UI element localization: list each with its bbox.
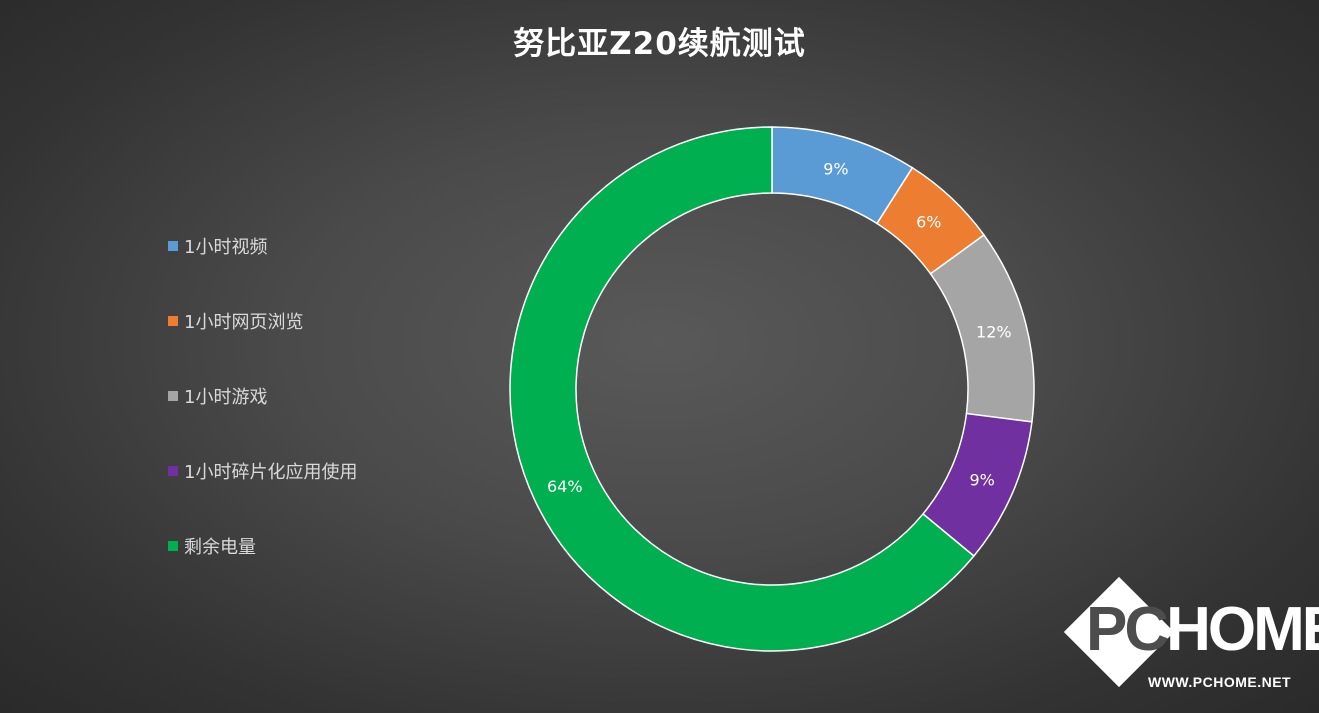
legend-label-remaining-battery: 剩余电量 <box>184 537 256 558</box>
legend-item-remaining-battery: 剩余电量 <box>168 533 256 559</box>
data-label-video: 9% <box>823 160 848 179</box>
watermark-url: WWW.PCHOME.NET <box>1148 674 1292 690</box>
legend-item-web-browsing: 1小时网页浏览 <box>168 308 303 334</box>
watermark-logo: PCHOME <box>1086 599 1319 661</box>
pchome-watermark: PCHOME WWW.PCHOME.NET <box>1062 576 1319 695</box>
legend-label-gaming: 1小时游戏 <box>184 387 268 408</box>
watermark-logo-pc: PC <box>1086 595 1169 664</box>
chart-title: 努比亚Z20续航测试 <box>513 26 806 62</box>
legend-item-fragmented-apps: 1小时碎片化应用使用 <box>168 458 357 484</box>
legend-item-gaming: 1小时游戏 <box>168 383 267 409</box>
legend-label-video: 1小时视频 <box>184 237 268 258</box>
legend-swatch-fragmented-apps <box>168 466 178 476</box>
legend-swatch-web-browsing <box>168 316 178 326</box>
donut-slice-remaining-battery <box>509 126 975 652</box>
legend-swatch-remaining-battery <box>168 541 178 551</box>
legend-label-web-browsing: 1小时网页浏览 <box>184 312 304 333</box>
legend-swatch-video <box>168 241 178 251</box>
data-label-fragmented-apps: 9% <box>969 470 994 489</box>
legend-item-video: 1小时视频 <box>168 233 267 259</box>
legend-swatch-gaming <box>168 391 178 401</box>
data-label-remaining-battery: 64% <box>547 477 583 496</box>
legend-label-fragmented-apps: 1小时碎片化应用使用 <box>184 462 358 483</box>
data-label-web-browsing: 6% <box>916 213 941 232</box>
data-label-gaming: 12% <box>976 323 1012 342</box>
watermark-logo-home: HOME <box>1166 595 1319 664</box>
